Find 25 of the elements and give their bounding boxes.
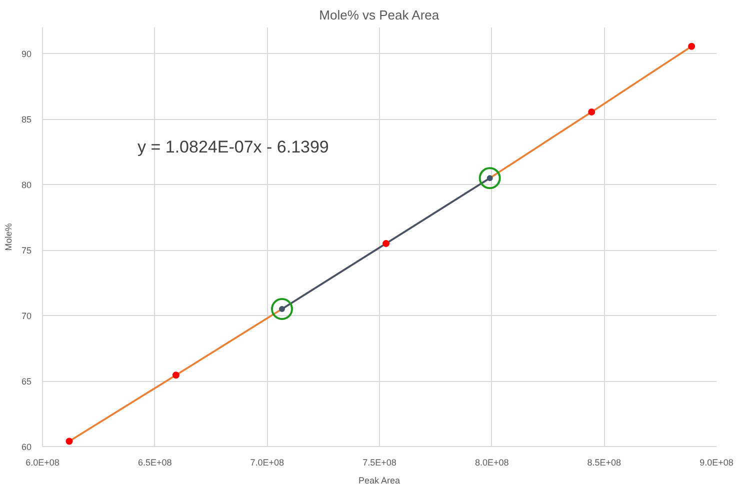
x-tick-label: 6.0E+08 xyxy=(26,458,60,468)
chart-title: Mole% vs Peak Area xyxy=(319,8,440,22)
y-tick-label: 80 xyxy=(21,180,32,190)
y-tick-label: 90 xyxy=(21,49,32,60)
point xyxy=(478,167,501,190)
point xyxy=(172,372,180,379)
x-tick-label: 8.0E+08 xyxy=(474,458,509,468)
y-tick-label: 60 xyxy=(21,442,32,452)
annotation: y = 1.0824E-07x - 6.1399 xyxy=(138,138,329,156)
y-tick-label: 70 xyxy=(21,311,32,322)
x-tick-label: 7.5E+08 xyxy=(362,458,396,468)
x-tick-label: 7.0E+08 xyxy=(250,458,284,468)
point xyxy=(588,108,596,116)
point xyxy=(688,42,696,50)
x-tick-label: 9.0E+08 xyxy=(700,458,734,468)
point xyxy=(270,298,293,320)
y-tick-label: 65 xyxy=(21,376,32,387)
x-tick-label: 6.5E+08 xyxy=(138,458,172,468)
y-tick-label: 85 xyxy=(21,114,32,125)
x-axis-title: Peak Area xyxy=(358,476,400,486)
y-tick-label: 75 xyxy=(21,246,32,256)
point xyxy=(382,240,390,248)
y-axis-title: Mole% xyxy=(3,223,14,251)
x-tick-label: 8.5E+08 xyxy=(587,458,622,468)
point xyxy=(66,438,73,445)
